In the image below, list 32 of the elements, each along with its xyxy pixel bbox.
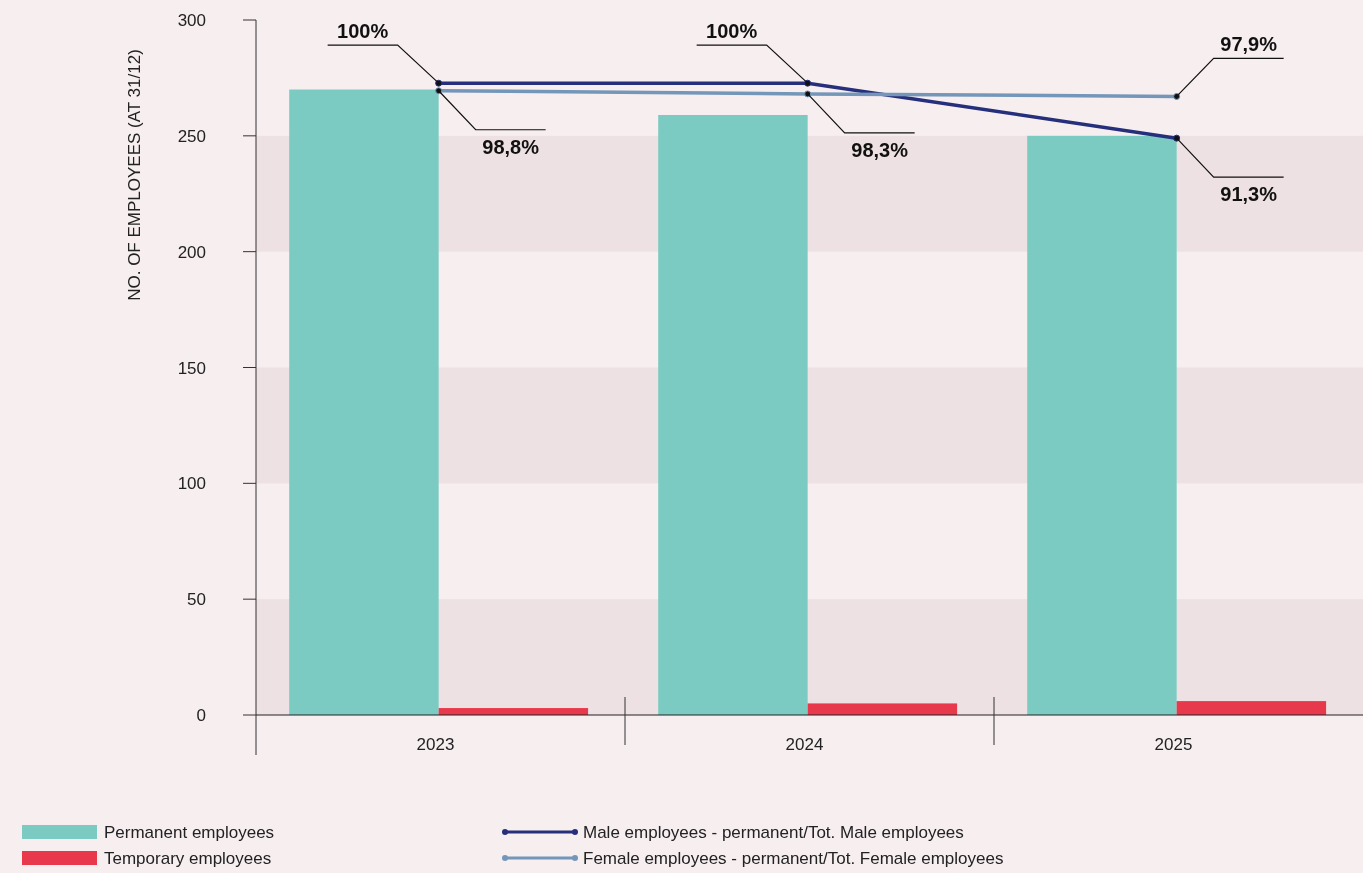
data-label: 91,3% bbox=[1220, 183, 1278, 206]
y-axis-title: NO. OF EMPLOYEES (AT 31/12) bbox=[125, 49, 144, 301]
point bbox=[1173, 134, 1181, 142]
data-label: 100% bbox=[706, 20, 758, 43]
legend-label: Female employees - permanent/Tot. Female employees bbox=[583, 849, 1004, 868]
point bbox=[1173, 92, 1181, 100]
bar bbox=[658, 114, 808, 715]
legend-label: Permanent employees bbox=[104, 823, 275, 842]
bar bbox=[1176, 701, 1327, 715]
y-tick-label: 150 bbox=[177, 358, 206, 378]
data-label: 98,8% bbox=[482, 135, 540, 158]
y-tick-label: 200 bbox=[177, 242, 206, 262]
legend-label: Male employees - permanent/Tot. Male employees bbox=[583, 823, 964, 842]
point bbox=[804, 79, 812, 87]
bar bbox=[1027, 135, 1177, 715]
legend-label: Temporary employees bbox=[104, 849, 272, 868]
point bbox=[435, 87, 443, 95]
point bbox=[435, 79, 443, 87]
y-tick-label: 0 bbox=[196, 706, 206, 725]
data-label: 98,3% bbox=[851, 138, 909, 161]
point bbox=[804, 90, 812, 98]
data-label: 100% bbox=[337, 20, 389, 43]
y-tick-label: 250 bbox=[177, 126, 206, 146]
data-label: 97,9% bbox=[1220, 33, 1278, 56]
x-tick-label: 2025 bbox=[1154, 735, 1193, 754]
y-tick-label: 300 bbox=[177, 11, 206, 30]
y-tick-label: 50 bbox=[187, 590, 206, 610]
y-tick-label: 100 bbox=[177, 474, 206, 494]
bar bbox=[807, 703, 958, 715]
bar bbox=[289, 89, 439, 715]
x-tick-label: 2024 bbox=[785, 735, 824, 754]
x-tick-label: 2023 bbox=[416, 735, 455, 754]
